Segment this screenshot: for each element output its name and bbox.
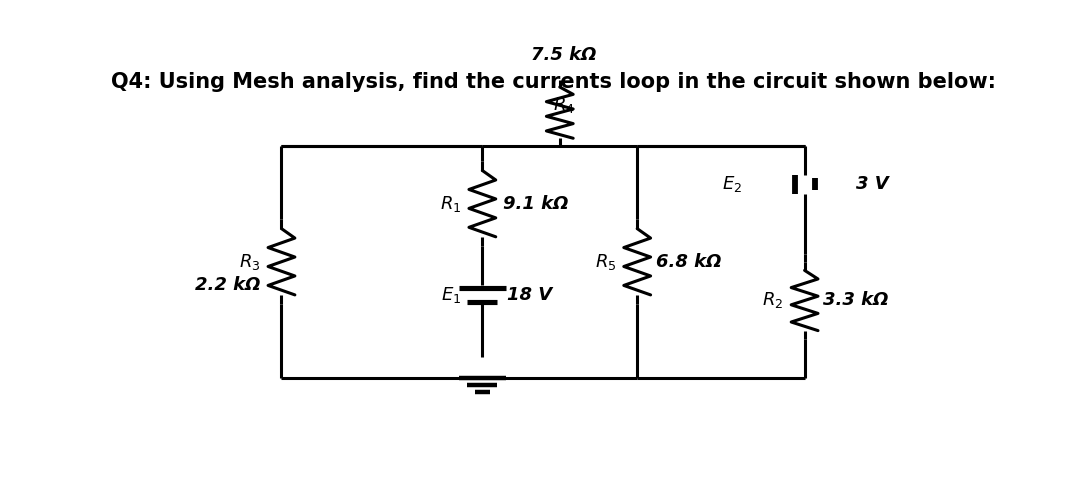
Text: 2.2 kΩ: 2.2 kΩ [195, 276, 260, 294]
Text: Q4: Using Mesh analysis, find the currents loop in the circuit shown below:: Q4: Using Mesh analysis, find the curren… [111, 72, 996, 92]
Text: $E_2$: $E_2$ [721, 175, 742, 194]
Text: 3.3 kΩ: 3.3 kΩ [823, 292, 889, 309]
Text: $E_1$: $E_1$ [442, 285, 461, 305]
Text: 18 V: 18 V [508, 286, 553, 304]
Text: $R_4$: $R_4$ [553, 95, 575, 115]
Text: $R_2$: $R_2$ [762, 291, 784, 310]
Text: 3 V: 3 V [856, 176, 889, 193]
Text: 7.5 kΩ: 7.5 kΩ [531, 46, 596, 64]
Text: 9.1 kΩ: 9.1 kΩ [503, 195, 569, 213]
Text: $R_1$: $R_1$ [440, 194, 461, 214]
Text: $R_5$: $R_5$ [595, 252, 617, 272]
Text: 6.8 kΩ: 6.8 kΩ [656, 253, 721, 271]
Text: $R_3$: $R_3$ [239, 252, 260, 272]
